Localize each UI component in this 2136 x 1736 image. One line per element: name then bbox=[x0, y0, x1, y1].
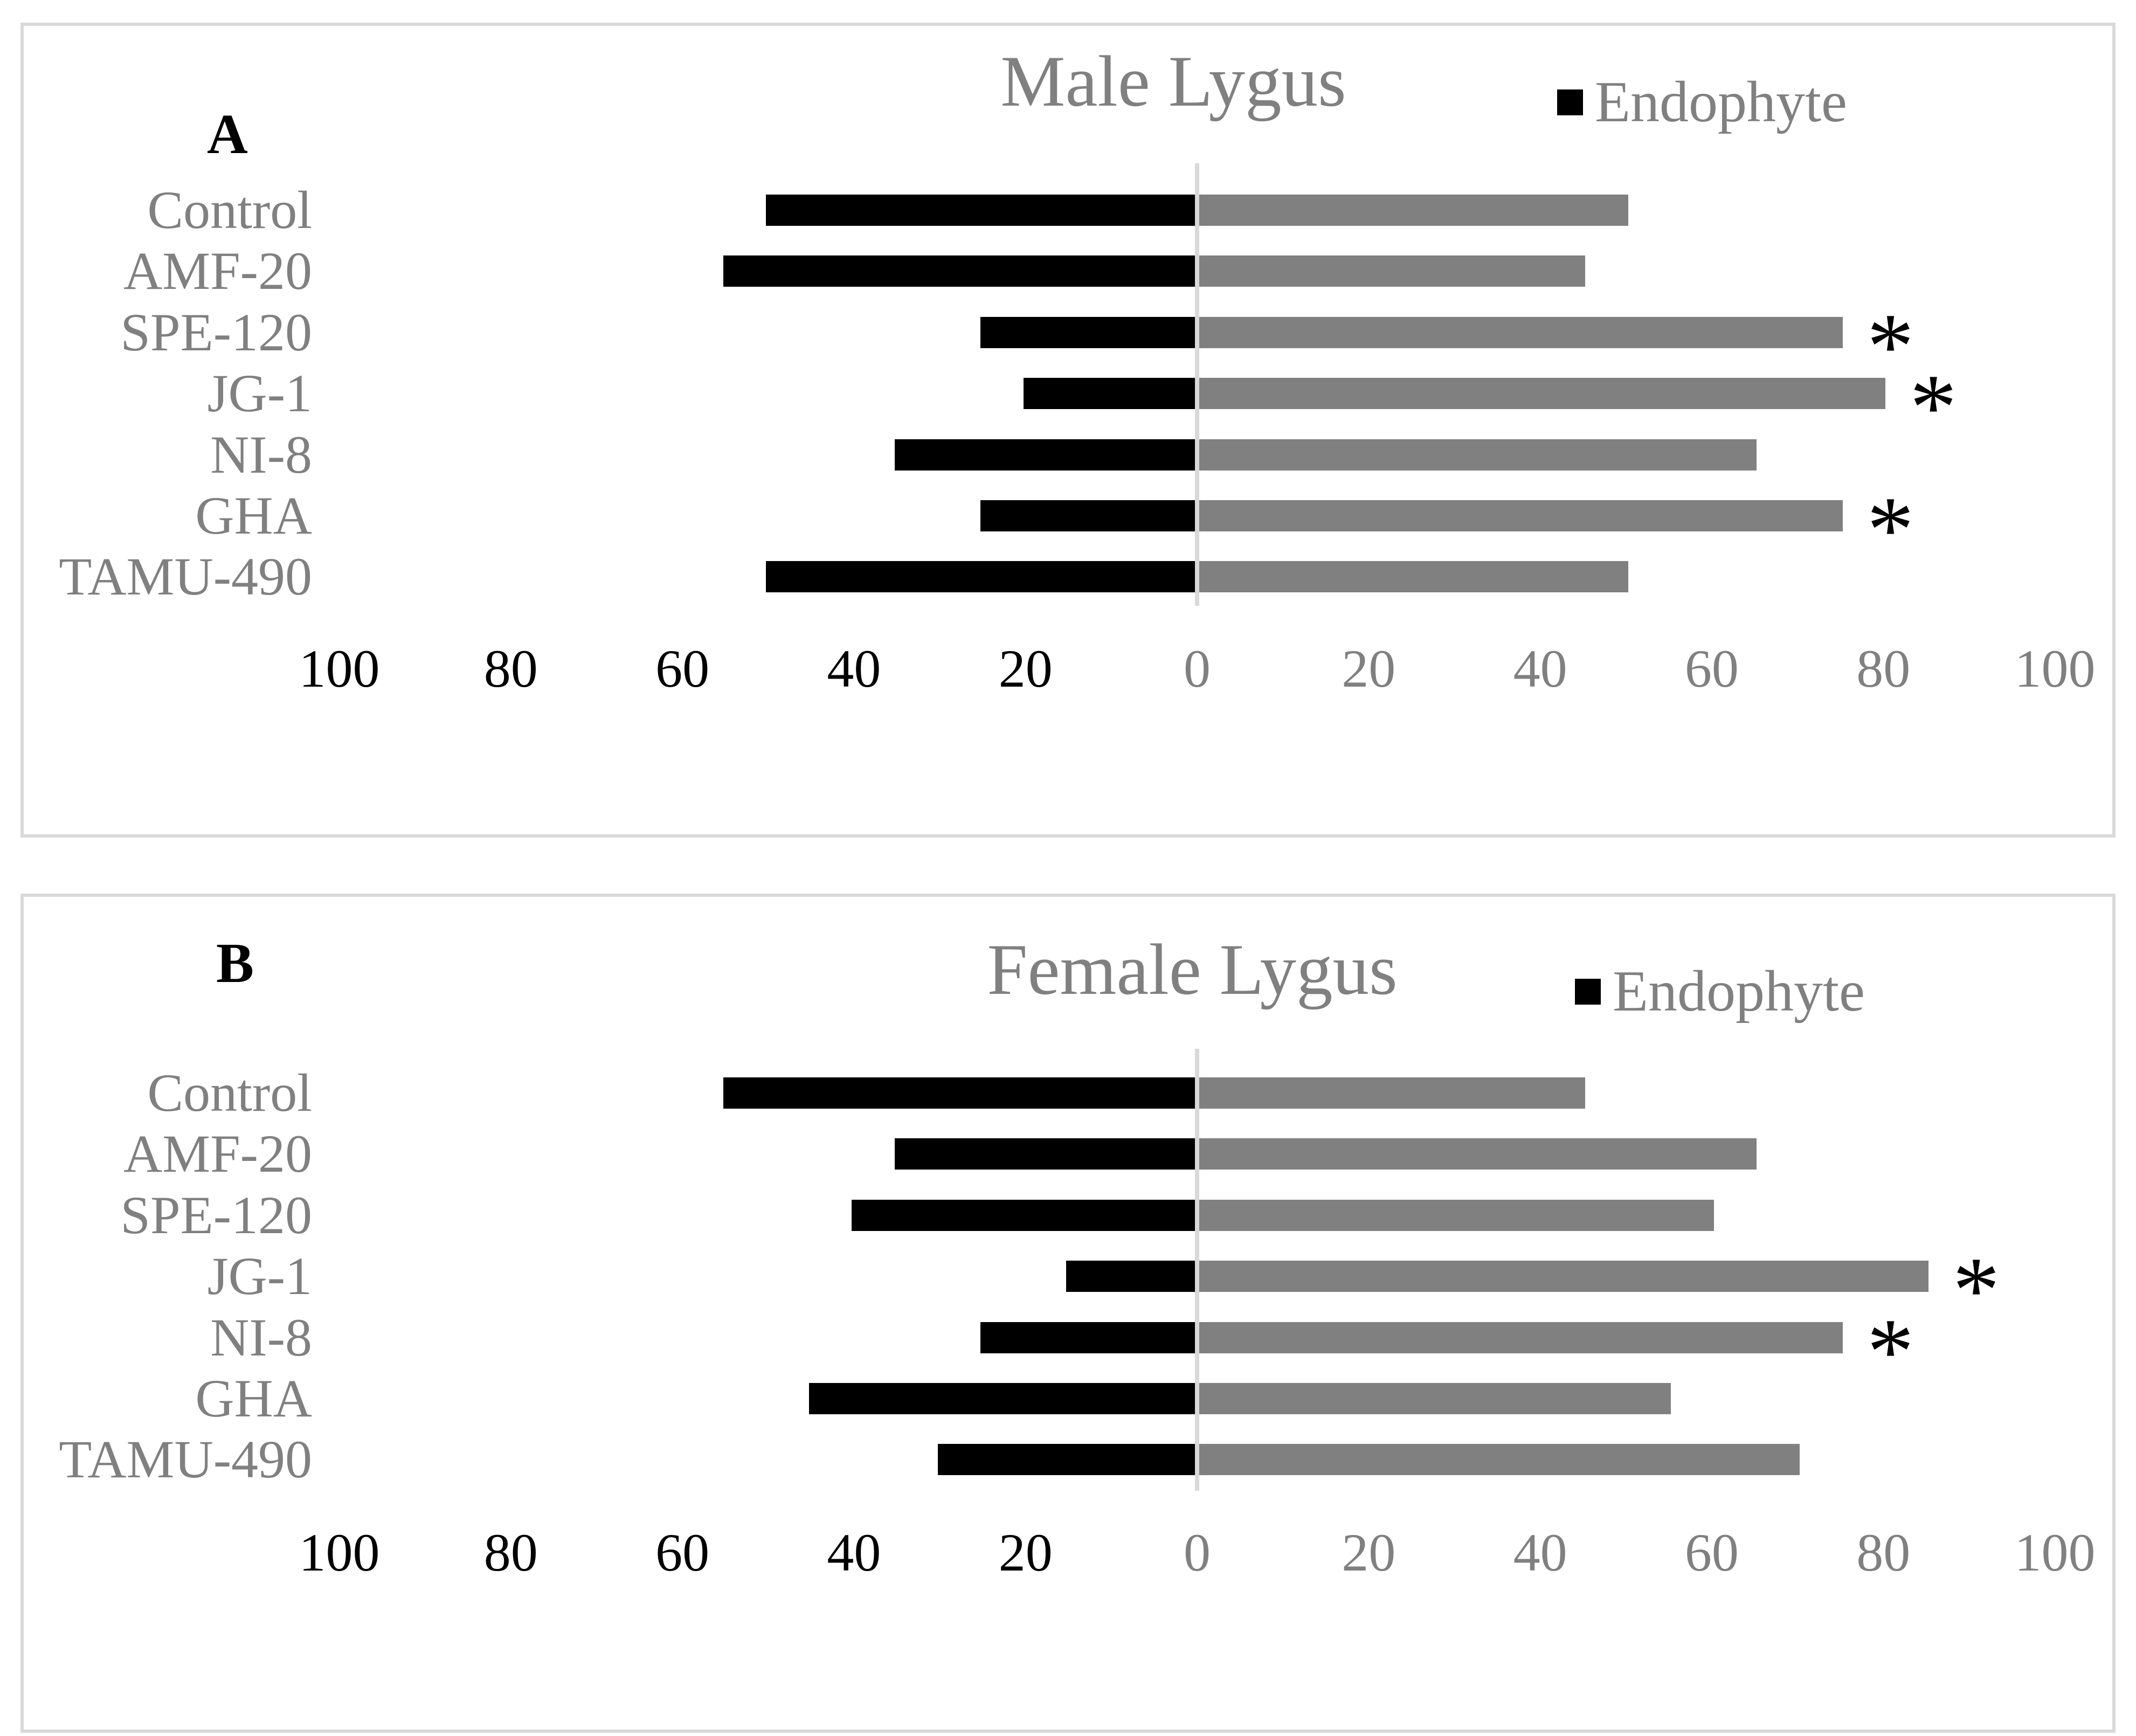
bar-opposite-gha bbox=[1199, 500, 1843, 531]
bar-opposite-control bbox=[1199, 195, 1628, 226]
endophyte-legend-label: Endophyte bbox=[1595, 70, 1847, 134]
bar-opposite-gha bbox=[1199, 1383, 1671, 1414]
bar-endophyte-spe-120 bbox=[980, 316, 1195, 348]
bar-endophyte-gha bbox=[980, 500, 1195, 531]
bar-endophyte-jg-1 bbox=[1066, 1261, 1195, 1292]
panel-a-male-lygus: A Male Lygus Endophyte Control AMF-20 SPE-… bbox=[20, 23, 2116, 838]
category-label-jg-1: JG-1 bbox=[207, 363, 312, 424]
category-label-ni-8: NI-8 bbox=[210, 1307, 312, 1367]
significance-asterisk-gha: * bbox=[1867, 477, 1914, 582]
axis-tick-label: 100 bbox=[299, 639, 380, 698]
bar-opposite-jg-1 bbox=[1199, 378, 1886, 410]
endophyte-legend-swatch bbox=[1557, 89, 1583, 115]
panel-b-legend: Endophyte bbox=[1575, 963, 1865, 1021]
axis-tick-label: 40 bbox=[1513, 1523, 1567, 1582]
category-label-amf-20: AMF-20 bbox=[123, 241, 312, 301]
bar-endophyte-amf-20 bbox=[894, 1138, 1195, 1170]
category-label-jg-1: JG-1 bbox=[207, 1246, 312, 1306]
bar-endophyte-control bbox=[766, 195, 1195, 226]
panel-a-label: A bbox=[207, 102, 248, 165]
axis-tick-label: 0 bbox=[1184, 1523, 1211, 1582]
axis-tick-label: 20 bbox=[998, 639, 1053, 698]
bar-endophyte-jg-1 bbox=[1023, 378, 1195, 410]
category-label-control: Control bbox=[147, 180, 312, 240]
axis-tick-label: 60 bbox=[655, 639, 710, 698]
bar-endophyte-ni-8 bbox=[980, 1322, 1195, 1353]
bar-endophyte-ni-8 bbox=[894, 439, 1195, 471]
zero-axis-line bbox=[1195, 163, 1199, 606]
axis-tick-label: 40 bbox=[827, 1523, 881, 1582]
axis-tick-label: 40 bbox=[827, 639, 881, 698]
category-label-tamu-490: TAMU-490 bbox=[59, 547, 312, 607]
axis-tick-label: 20 bbox=[998, 1523, 1053, 1582]
category-label-control: Control bbox=[147, 1063, 312, 1123]
significance-asterisk-jg-1: * bbox=[1952, 1237, 2000, 1343]
category-label-amf-20: AMF-20 bbox=[123, 1124, 312, 1184]
bar-endophyte-control bbox=[723, 1077, 1195, 1109]
bar-opposite-amf-20 bbox=[1199, 1138, 1757, 1170]
axis-tick-label: 80 bbox=[1856, 1523, 1911, 1582]
bar-endophyte-amf-20 bbox=[723, 255, 1195, 287]
axis-tick-label: 100 bbox=[299, 1523, 380, 1582]
category-label-spe-120: SPE-120 bbox=[120, 302, 312, 362]
significance-asterisk-ni-8: * bbox=[1867, 1298, 1914, 1403]
significance-asterisk-jg-1: * bbox=[1910, 355, 1957, 460]
panel-b-title: Female Lygus bbox=[987, 930, 1398, 1010]
bar-opposite-tamu-490 bbox=[1199, 561, 1628, 593]
category-label-tamu-490: TAMU-490 bbox=[59, 1429, 312, 1490]
bar-opposite-ni-8 bbox=[1199, 439, 1757, 471]
category-label-gha: GHA bbox=[195, 1368, 312, 1428]
bar-opposite-spe-120 bbox=[1199, 316, 1843, 348]
axis-tick-label: 80 bbox=[1856, 639, 1911, 698]
endophyte-legend-swatch bbox=[1575, 979, 1601, 1005]
bar-opposite-spe-120 bbox=[1199, 1199, 1714, 1231]
bar-opposite-ni-8 bbox=[1199, 1322, 1843, 1353]
zero-axis-line bbox=[1195, 1049, 1199, 1491]
axis-tick-label: 100 bbox=[2014, 1523, 2096, 1582]
category-label-spe-120: SPE-120 bbox=[120, 1185, 312, 1245]
panel-a-title: Male Lygus bbox=[1000, 42, 1346, 122]
category-label-gha: GHA bbox=[195, 486, 312, 545]
category-label-ni-8: NI-8 bbox=[210, 424, 312, 485]
significance-asterisk-spe-120: * bbox=[1867, 293, 1914, 398]
bar-opposite-control bbox=[1199, 1077, 1586, 1109]
axis-tick-label: 100 bbox=[2014, 639, 2096, 698]
bar-endophyte-spe-120 bbox=[852, 1199, 1195, 1231]
bar-endophyte-tamu-490 bbox=[937, 1444, 1195, 1476]
axis-tick-label: 20 bbox=[1342, 1523, 1396, 1582]
axis-tick-label: 80 bbox=[483, 1523, 538, 1582]
axis-tick-label: 0 bbox=[1184, 639, 1211, 698]
bar-opposite-amf-20 bbox=[1199, 255, 1586, 287]
bar-endophyte-gha bbox=[808, 1383, 1195, 1414]
axis-tick-label: 20 bbox=[1342, 639, 1396, 698]
axis-tick-label: 80 bbox=[483, 639, 538, 698]
panel-b-female-lygus: B Female Lygus Endophyte Control AMF-20 SP… bbox=[20, 894, 2116, 1733]
axis-tick-label: 60 bbox=[1684, 1523, 1739, 1582]
axis-tick-label: 40 bbox=[1513, 639, 1567, 698]
axis-tick-label: 60 bbox=[1684, 639, 1739, 698]
panel-a-legend: Endophyte bbox=[1557, 73, 1847, 132]
bar-opposite-jg-1 bbox=[1199, 1261, 1928, 1292]
bar-endophyte-tamu-490 bbox=[766, 561, 1195, 593]
endophyte-legend-label: Endophyte bbox=[1613, 959, 1865, 1023]
bar-opposite-tamu-490 bbox=[1199, 1444, 1800, 1476]
panel-b-label: B bbox=[216, 931, 254, 994]
axis-tick-label: 60 bbox=[655, 1523, 710, 1582]
